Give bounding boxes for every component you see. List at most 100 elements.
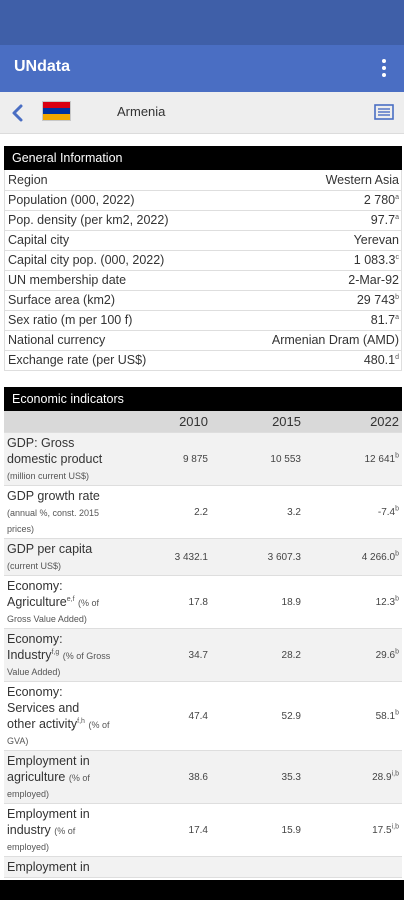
- info-label: Capital city pop. (000, 2022): [4, 250, 226, 271]
- document-icon[interactable]: [374, 104, 394, 120]
- value-2010: 17.8: [114, 575, 211, 629]
- indicator-row: Employment in: [4, 856, 402, 878]
- info-label: UN membership date: [4, 270, 226, 291]
- general-info-row: National currency Armenian Dram (AMD): [4, 330, 402, 351]
- indicator-row: Employment in industry (% of employed) 17…: [4, 803, 402, 857]
- info-value: 97.7a: [225, 210, 402, 231]
- indicator-unit: (million current US$): [7, 471, 90, 481]
- info-value: 480.1d: [225, 350, 402, 371]
- footnote-marker: b: [395, 709, 399, 717]
- info-value: 1 083.3c: [225, 250, 402, 271]
- footnote-marker: b: [395, 452, 399, 460]
- value-2010: [114, 856, 211, 878]
- footnote-marker: a: [395, 213, 399, 221]
- info-value: 81.7a: [225, 310, 402, 331]
- indicator-row: Employment in agriculture (% of employed…: [4, 750, 402, 804]
- general-info-row: Region Western Asia: [4, 170, 402, 191]
- value-2015: [211, 856, 304, 878]
- year-header: 2015: [211, 410, 304, 433]
- footnote-marker: f,h: [77, 717, 85, 725]
- info-label: Exchange rate (per US$): [4, 350, 226, 371]
- footnote-marker: b: [395, 595, 399, 603]
- back-arrow-icon[interactable]: [8, 101, 26, 125]
- armenia-flag-icon: [42, 101, 71, 121]
- footnote-marker: c: [395, 253, 400, 261]
- indicator-name: Employment in: [4, 856, 114, 878]
- general-info-row: Exchange rate (per US$) 480.1d: [4, 350, 402, 371]
- info-value: 2 780a: [225, 190, 402, 211]
- footnote-marker: a: [395, 313, 399, 321]
- indicator-unit: (annual %, const. 2015 prices): [7, 508, 100, 534]
- indicator-unit: (% of employed): [7, 826, 76, 852]
- year-header-row: 2010 2015 2022: [4, 410, 402, 433]
- indicator-unit: (% of employed): [7, 773, 90, 799]
- info-label: Population (000, 2022): [4, 190, 226, 211]
- info-label: Capital city: [4, 230, 226, 251]
- footnote-marker: a: [395, 193, 399, 201]
- footnote-marker: f,g: [51, 648, 60, 656]
- economic-indicators-header: Economic indicators: [4, 386, 402, 411]
- value-2015: 35.3: [211, 750, 304, 804]
- info-value: Armenian Dram (AMD): [225, 330, 402, 351]
- indicator-unit: (% of GVA): [7, 720, 110, 746]
- general-info-row: Sex ratio (m per 100 f) 81.7a: [4, 310, 402, 331]
- value-2015: 3 607.3: [211, 538, 304, 576]
- general-info-table: Region Western Asia Population (000, 2022)…: [4, 170, 402, 371]
- indicator-name: Employment in industry (% of employed): [4, 803, 114, 857]
- general-info-row: Population (000, 2022) 2 780a: [4, 190, 402, 211]
- more-vert-icon[interactable]: [372, 54, 396, 82]
- value-2010: 38.6: [114, 750, 211, 804]
- indicator-name: Economy: Industryf,g (% of Gross Value A…: [4, 628, 114, 682]
- value-2015: 10 553: [211, 432, 304, 486]
- indicator-row: GDP: Gross domestic product (million cur…: [4, 432, 402, 486]
- value-2015: 3.2: [211, 485, 304, 539]
- value-2010: 47.4: [114, 681, 211, 751]
- footnote-marker: d: [395, 353, 399, 361]
- value-2022: 28.9i,b: [304, 750, 402, 804]
- footnote-marker: b: [395, 550, 399, 558]
- info-value: Yerevan: [225, 230, 402, 251]
- footnote-marker: e,f: [66, 595, 75, 603]
- indicator-row: Economy: Industryf,g (% of Gross Value A…: [4, 628, 402, 682]
- indicator-name: GDP growth rate (annual %, const. 2015 p…: [4, 485, 114, 539]
- footnote-marker: i,b: [391, 770, 399, 778]
- value-2015: 15.9: [211, 803, 304, 857]
- value-2010: 9 875: [114, 432, 211, 486]
- indicator-name: Economy: Agriculturee,f (% of Gross Valu…: [4, 575, 114, 629]
- general-info-row: Capital city Yerevan: [4, 230, 402, 251]
- value-2022: 12.3b: [304, 575, 402, 629]
- indicator-unit: (% of Gross Value Added): [7, 598, 100, 624]
- info-label: Pop. density (per km2, 2022): [4, 210, 226, 231]
- general-info-row: Surface area (km2) 29 743b: [4, 290, 402, 311]
- value-2022: 4 266.0b: [304, 538, 402, 576]
- app-title: UNdata: [14, 58, 71, 75]
- value-2022: [304, 856, 402, 878]
- indicator-row: Economy: Services and other activityf,h …: [4, 681, 402, 751]
- country-header: Armenia: [0, 92, 404, 134]
- value-2022: 29.6b: [304, 628, 402, 682]
- info-label: Sex ratio (m per 100 f): [4, 310, 226, 331]
- value-2022: 12 641b: [304, 432, 402, 486]
- app-bar: UNdata: [0, 45, 404, 92]
- indicator-name: GDP: Gross domestic product (million cur…: [4, 432, 114, 486]
- footnote-marker: b: [395, 505, 399, 513]
- value-2010: 17.4: [114, 803, 211, 857]
- info-label: Surface area (km2): [4, 290, 226, 311]
- value-2022: -7.4b: [304, 485, 402, 539]
- indicator-name: Employment in agriculture (% of employed…: [4, 750, 114, 804]
- indicator-unit: (current US$): [7, 561, 62, 571]
- footnote-marker: b: [395, 293, 399, 301]
- value-2015: 52.9: [211, 681, 304, 751]
- value-2022: 58.1b: [304, 681, 402, 751]
- value-2010: 3 432.1: [114, 538, 211, 576]
- info-value: Western Asia: [225, 170, 402, 191]
- indicator-row: Economy: Agriculturee,f (% of Gross Valu…: [4, 575, 402, 629]
- indicator-row: GDP per capita (current US$) 3 432.1 3 607…: [4, 538, 402, 576]
- general-info-row: Capital city pop. (000, 2022) 1 083.3c: [4, 250, 402, 271]
- info-label: Region: [4, 170, 226, 191]
- footnote-marker: i,b: [391, 823, 399, 831]
- value-2015: 18.9: [211, 575, 304, 629]
- footnote-marker: b: [395, 648, 399, 656]
- info-value: 2-Mar-92: [225, 270, 402, 291]
- indicator-row: GDP growth rate (annual %, const. 2015 p…: [4, 485, 402, 539]
